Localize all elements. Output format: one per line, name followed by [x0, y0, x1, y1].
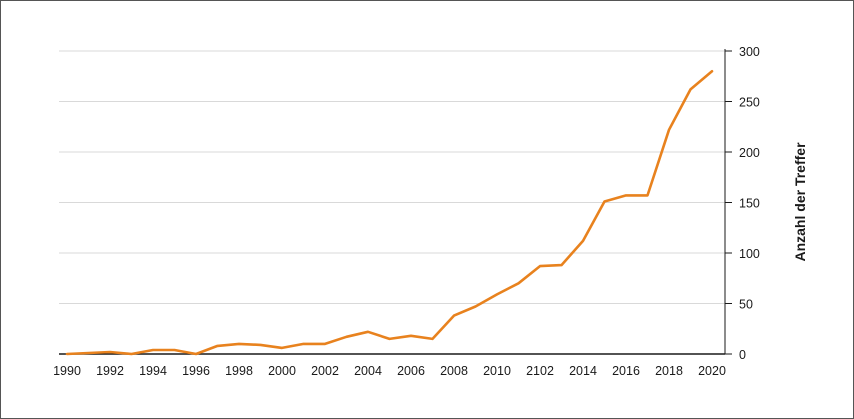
x-tick-label: 2000 [268, 364, 296, 378]
y-tick-label: 200 [739, 146, 760, 160]
x-tick-label: 2010 [483, 364, 511, 378]
x-tick-label: 2016 [612, 364, 640, 378]
x-tick-label: 2006 [397, 364, 425, 378]
x-tick-label: 1998 [225, 364, 253, 378]
x-tick-label: 1990 [53, 364, 81, 378]
y-tick-label: 150 [739, 197, 760, 211]
gridlines [59, 50, 725, 304]
x-axis-ticks: 1990 1992 1994 1996 1998 2000 2002 2004 2006 2008… [53, 364, 726, 378]
series-line [65, 69, 714, 356]
y-axis-ticks: 0 50 100 150 200 250 300 [725, 45, 760, 362]
x-tick-label: 2002 [311, 364, 339, 378]
y-tick-label: 50 [739, 298, 753, 312]
series-group [65, 69, 714, 356]
x-tick-label: 2018 [655, 364, 683, 378]
x-tick-label: 1996 [182, 364, 210, 378]
x-tick-label: 2102 [526, 364, 554, 378]
x-tick-label: 2004 [354, 364, 382, 378]
x-tick-label: 2020 [698, 364, 726, 378]
x-tick-label: 2014 [569, 364, 597, 378]
y-tick-label: 300 [739, 45, 760, 59]
x-tick-label: 2008 [440, 364, 468, 378]
y-tick-label: 100 [739, 247, 760, 261]
y-axis-title: Anzahl der Treffer [792, 142, 808, 262]
y-tick-label: 0 [739, 348, 746, 362]
x-tick-label: 1992 [96, 364, 124, 378]
axes [59, 49, 726, 355]
y-tick-label: 250 [739, 96, 760, 110]
x-tick-label: 1994 [139, 364, 167, 378]
